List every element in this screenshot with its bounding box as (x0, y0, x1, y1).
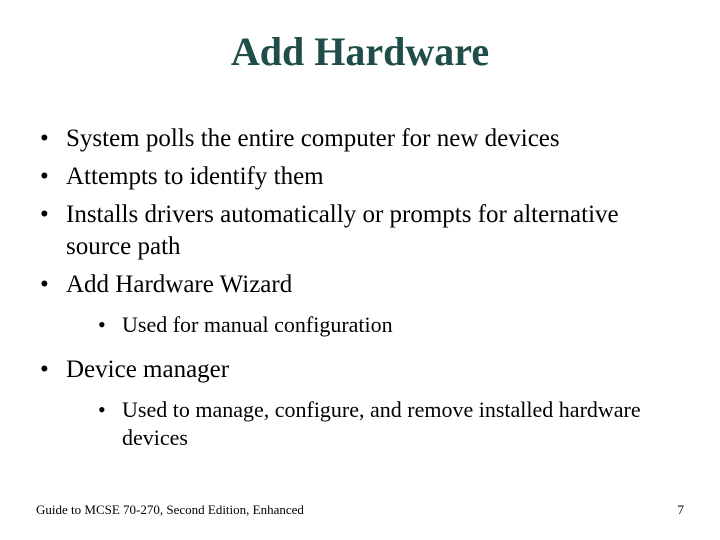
bullet-list: System polls the entire computer for new… (36, 123, 684, 453)
bullet-text: Attempts to identify them (66, 163, 324, 190)
bullet-item: Device manager Used to manage, configure… (40, 354, 684, 453)
bullet-item: Attempts to identify them (40, 161, 684, 193)
page-number: 7 (678, 502, 685, 518)
sub-bullet-list: Used for manual configuration (66, 311, 684, 340)
slide-title: Add Hardware (36, 28, 684, 75)
sub-bullet-item: Used for manual configuration (98, 311, 684, 340)
bullet-item: System polls the entire computer for new… (40, 123, 684, 155)
bullet-text: Add Hardware Wizard (66, 271, 292, 298)
bullet-item: Installs drivers automatically or prompt… (40, 199, 684, 263)
sub-bullet-item: Used to manage, configure, and remove in… (98, 396, 684, 453)
slide: Add Hardware System polls the entire com… (0, 0, 720, 540)
bullet-text: System polls the entire computer for new… (66, 125, 560, 152)
bullet-item: Add Hardware Wizard Used for manual conf… (40, 269, 684, 340)
bullet-text: Installs drivers automatically or prompt… (66, 201, 619, 260)
sub-bullet-list: Used to manage, configure, and remove in… (66, 396, 684, 453)
sub-bullet-text: Used to manage, configure, and remove in… (122, 397, 641, 451)
bullet-text: Device manager (66, 356, 229, 383)
footer-source: Guide to MCSE 70-270, Second Edition, En… (36, 502, 304, 518)
sub-bullet-text: Used for manual configuration (122, 312, 393, 337)
